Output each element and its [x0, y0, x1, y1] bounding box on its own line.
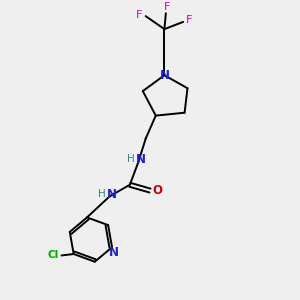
Text: H: H: [98, 189, 105, 199]
Text: H: H: [127, 154, 134, 164]
Text: N: N: [109, 246, 118, 259]
Text: Cl: Cl: [48, 250, 59, 260]
Text: N: N: [136, 153, 146, 166]
Text: F: F: [136, 10, 142, 20]
Text: F: F: [164, 2, 170, 13]
Text: N: N: [159, 69, 170, 82]
Text: O: O: [152, 184, 162, 197]
Text: F: F: [186, 16, 193, 26]
Text: N: N: [107, 188, 117, 200]
